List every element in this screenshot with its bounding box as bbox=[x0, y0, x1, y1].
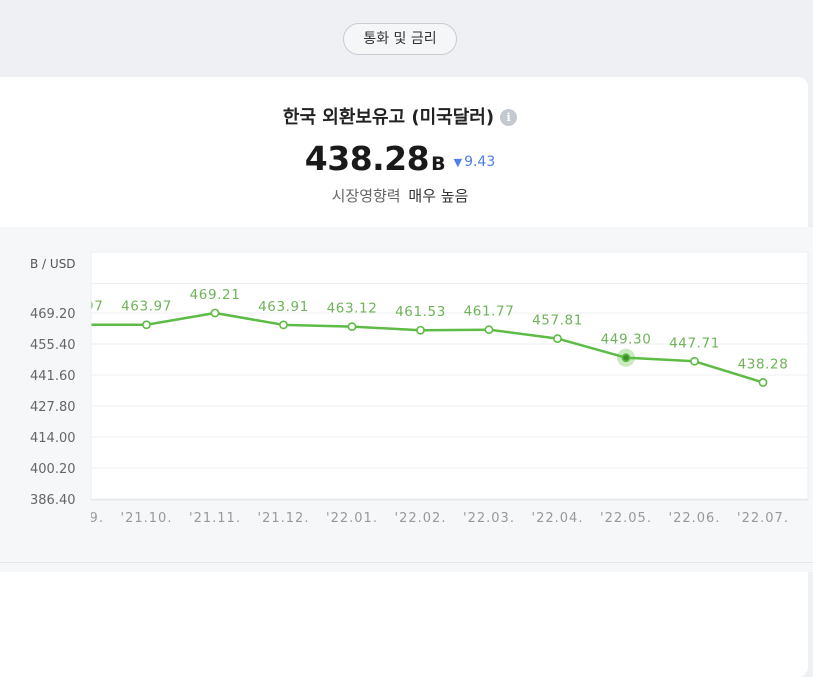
indicator-title-row: 한국 외환보유고 (미국달러) i bbox=[0, 103, 800, 129]
data-point bbox=[690, 356, 699, 366]
y-axis-label: B / USD bbox=[30, 257, 76, 271]
x-tick-label: '22.01. bbox=[326, 511, 378, 526]
plot-area bbox=[90, 251, 809, 501]
category-tab-currency-rates[interactable]: 통화 및 금리 bbox=[343, 23, 457, 55]
y-axis-mask bbox=[0, 290, 91, 530]
y-tick-label: 427.80 bbox=[30, 400, 76, 415]
change-value: 9.43 bbox=[464, 154, 496, 170]
divider bbox=[0, 562, 813, 563]
current-value: 438.28 bbox=[304, 139, 430, 178]
y-tick-label: 469.20 bbox=[30, 307, 76, 322]
market-impact-value: 매우 높음 bbox=[408, 187, 469, 205]
x-tick-label: '22.07. bbox=[737, 511, 789, 526]
data-label: 463.12 bbox=[327, 301, 378, 317]
data-label: 449.30 bbox=[601, 332, 652, 348]
indicator-header: 한국 외환보유고 (미국달러) i 438.28 B ▼ 9.43 시장영향력 매우 높… bbox=[0, 77, 808, 227]
data-label: 463.91 bbox=[258, 299, 309, 315]
indicator-value-row: 438.28 B ▼ 9.43 bbox=[0, 139, 800, 178]
x-tick-label: '21.11. bbox=[189, 511, 241, 526]
data-point bbox=[142, 320, 151, 330]
data-point bbox=[347, 322, 357, 332]
data-label: 463.97 bbox=[121, 299, 172, 315]
y-tick-label: 400.20 bbox=[30, 462, 76, 477]
value-unit: B bbox=[431, 153, 446, 175]
y-tick-label: 455.40 bbox=[30, 338, 76, 353]
data-point bbox=[416, 325, 425, 335]
change-badge: ▼ 9.43 bbox=[454, 154, 496, 170]
data-point bbox=[621, 353, 631, 363]
line-chart: 469.20 455.40 441.60 427.80 414.00 400.20 386.… bbox=[0, 251, 809, 530]
x-tick-label: '21.12. bbox=[258, 511, 310, 526]
x-tick-label: '22.03. bbox=[463, 511, 515, 526]
x-tick-label: '21.10. bbox=[121, 511, 173, 526]
data-label: 461.77 bbox=[464, 304, 515, 320]
market-impact-label: 시장영향력 bbox=[331, 187, 401, 205]
data-point bbox=[758, 378, 768, 387]
x-tick-label: '22.04. bbox=[532, 511, 584, 526]
indicator-title: 한국 외환보유고 (미국달러) bbox=[282, 107, 495, 128]
data-point bbox=[279, 320, 288, 330]
data-label: 469.21 bbox=[190, 287, 241, 303]
x-tick-label: '22.06. bbox=[669, 511, 721, 526]
data-point bbox=[210, 308, 220, 318]
x-tick-label: '22.02. bbox=[395, 511, 447, 526]
y-tick-label: 386.40 bbox=[30, 493, 76, 508]
data-point bbox=[484, 325, 494, 335]
info-icon[interactable]: i bbox=[500, 109, 518, 126]
data-point bbox=[553, 334, 562, 343]
triangle-down-icon: ▼ bbox=[453, 156, 463, 169]
data-label: 461.53 bbox=[395, 304, 446, 320]
y-tick-label: 441.60 bbox=[30, 369, 76, 384]
data-label: 447.71 bbox=[669, 335, 720, 351]
y-tick-label: 414.00 bbox=[30, 431, 76, 446]
data-label: 438.28 bbox=[738, 356, 789, 372]
data-label: 457.81 bbox=[532, 313, 583, 329]
market-impact: 시장영향력 매우 높음 bbox=[0, 185, 800, 206]
x-tick-label: '22.05. bbox=[600, 511, 652, 526]
